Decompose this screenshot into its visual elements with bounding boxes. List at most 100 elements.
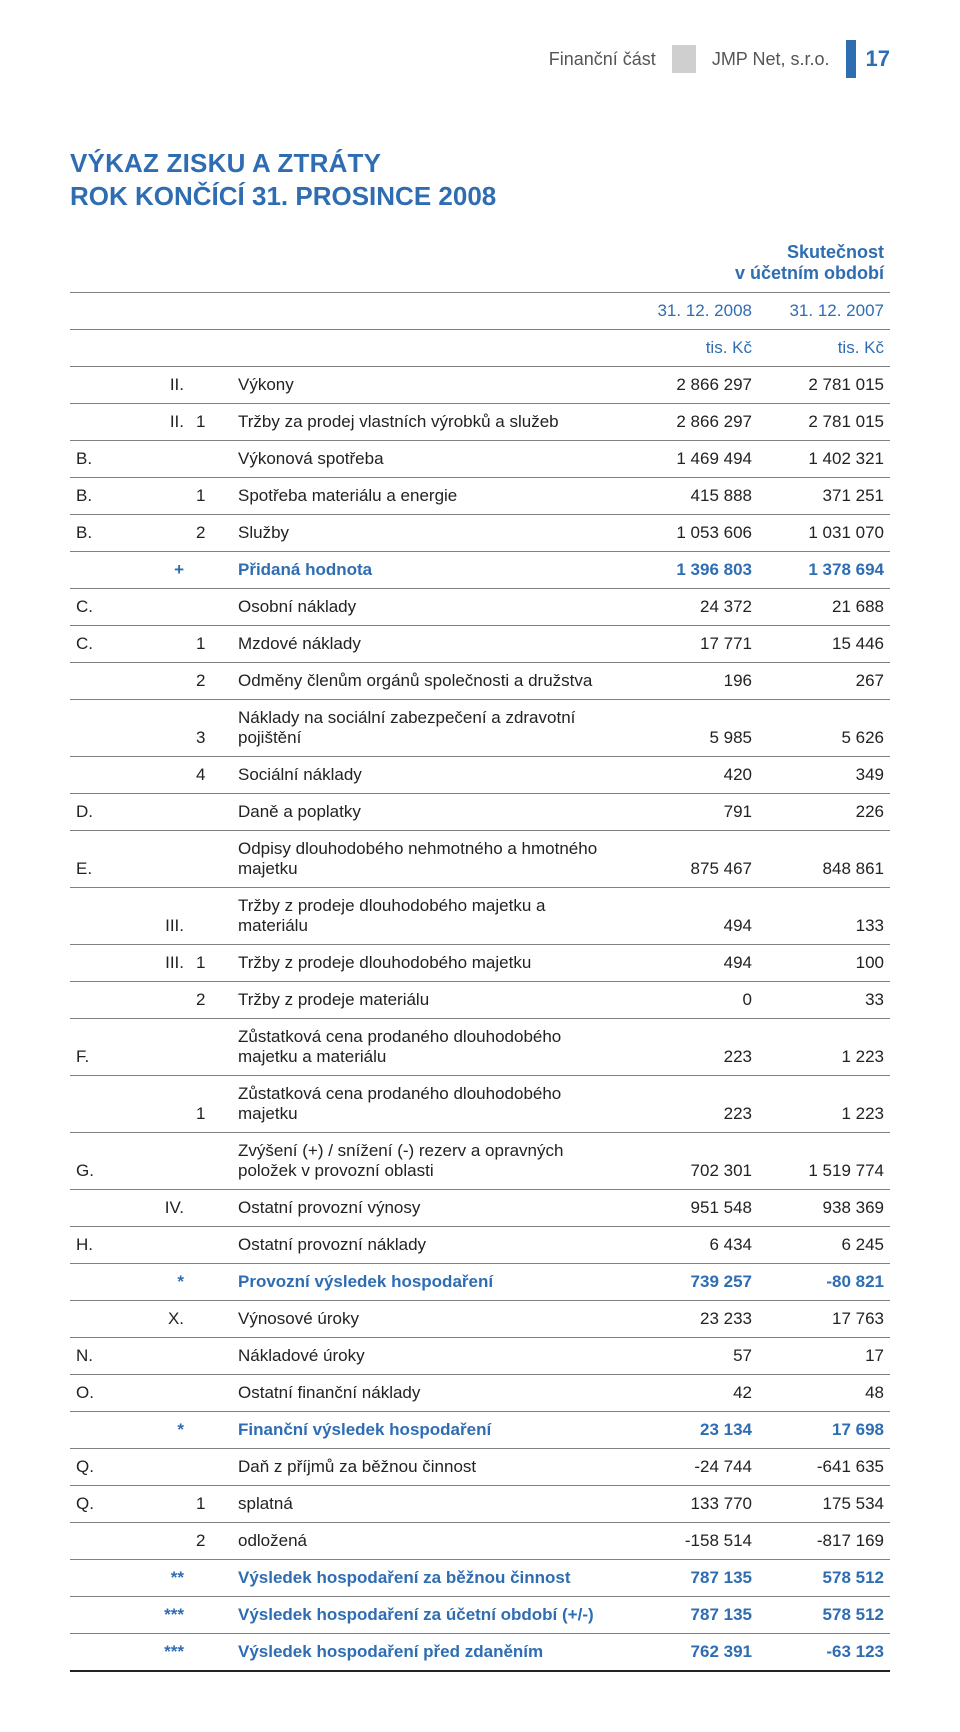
row-code-c: 2	[190, 663, 232, 700]
row-description: Výsledek hospodaření za účetní období (+…	[232, 1597, 626, 1634]
row-code-a	[70, 1634, 130, 1672]
row-code-b: ***	[130, 1597, 190, 1634]
header-separator	[672, 45, 696, 73]
row-value-2007: 2 781 015	[758, 404, 890, 441]
row-value-2007: 349	[758, 757, 890, 794]
row-description: Tržby za prodej vlastních výrobků a služ…	[232, 404, 626, 441]
row-description: Tržby z prodeje dlouhodobého majetku	[232, 945, 626, 982]
row-code-c: 2	[190, 982, 232, 1019]
row-description: Spotřeba materiálu a energie	[232, 478, 626, 515]
row-value-2007: 848 861	[758, 831, 890, 888]
table-row: 1Zůstatková cena prodaného dlouhodobého …	[70, 1076, 890, 1133]
row-description: Tržby z prodeje materiálu	[232, 982, 626, 1019]
row-code-c	[190, 794, 232, 831]
row-value-2007: 17	[758, 1338, 890, 1375]
row-code-b: *	[130, 1412, 190, 1449]
row-description: Výsledek hospodaření před zdaněním	[232, 1634, 626, 1672]
table-row: F.Zůstatková cena prodaného dlouhodobého…	[70, 1019, 890, 1076]
row-code-c	[190, 831, 232, 888]
row-code-c	[190, 1560, 232, 1597]
row-code-c	[190, 441, 232, 478]
row-code-c: 1	[190, 1486, 232, 1523]
row-description: Finanční výsledek hospodaření	[232, 1412, 626, 1449]
row-value-2008: 494	[626, 888, 758, 945]
row-code-b	[130, 1338, 190, 1375]
row-code-b	[130, 589, 190, 626]
row-code-c: 1	[190, 404, 232, 441]
row-code-c: 1	[190, 945, 232, 982]
row-value-2008: 24 372	[626, 589, 758, 626]
row-value-2007: 1 378 694	[758, 552, 890, 589]
row-value-2008: 1 469 494	[626, 441, 758, 478]
row-code-b	[130, 982, 190, 1019]
row-value-2008: 57	[626, 1338, 758, 1375]
row-value-2007: 100	[758, 945, 890, 982]
row-code-c: 1	[190, 1076, 232, 1133]
row-code-c	[190, 1597, 232, 1634]
row-description: Ostatní finanční náklady	[232, 1375, 626, 1412]
row-code-c	[190, 1301, 232, 1338]
row-value-2008: 2 866 297	[626, 404, 758, 441]
row-code-b: *	[130, 1264, 190, 1301]
table-row: 2Odměny členům orgánů společnosti a druž…	[70, 663, 890, 700]
row-code-a: B.	[70, 515, 130, 552]
table-row: C.1Mzdové náklady17 77115 446	[70, 626, 890, 663]
row-code-a: E.	[70, 831, 130, 888]
table-row: III.1Tržby z prodeje dlouhodobého majetk…	[70, 945, 890, 982]
row-value-2007: -80 821	[758, 1264, 890, 1301]
table-row: B.2Služby1 053 6061 031 070	[70, 515, 890, 552]
table-row: ***Výsledek hospodaření před zdaněním762…	[70, 1634, 890, 1672]
row-code-a	[70, 1301, 130, 1338]
row-code-b	[130, 441, 190, 478]
table-row: III.Tržby z prodeje dlouhodobého majetku…	[70, 888, 890, 945]
row-description: Výnosové úroky	[232, 1301, 626, 1338]
table-row: N.Nákladové úroky5717	[70, 1338, 890, 1375]
col-unit-1: tis. Kč	[626, 330, 758, 367]
row-code-c	[190, 1264, 232, 1301]
row-value-2008: 702 301	[626, 1133, 758, 1190]
row-code-a	[70, 367, 130, 404]
row-description: Zvýšení (+) / snížení (-) rezerv a oprav…	[232, 1133, 626, 1190]
row-code-a	[70, 1264, 130, 1301]
row-value-2008: 1 396 803	[626, 552, 758, 589]
row-code-c	[190, 1190, 232, 1227]
row-code-a	[70, 888, 130, 945]
row-code-c: 1	[190, 626, 232, 663]
table-row: 3Náklady na sociální zabezpečení a zdrav…	[70, 700, 890, 757]
row-code-a	[70, 1412, 130, 1449]
table-row: Q.Daň z příjmů za běžnou činnost-24 744-…	[70, 1449, 890, 1486]
row-description: Služby	[232, 515, 626, 552]
running-header: Finanční část JMP Net, s.r.o. 17	[70, 40, 890, 78]
row-code-a: C.	[70, 626, 130, 663]
row-code-c	[190, 552, 232, 589]
table-row: 2odložená-158 514-817 169	[70, 1523, 890, 1560]
row-code-b	[130, 700, 190, 757]
period-header-1: Skutečnost	[632, 242, 884, 263]
page-number-box: 17	[846, 40, 890, 78]
row-code-a	[70, 757, 130, 794]
row-code-c	[190, 1227, 232, 1264]
row-code-a	[70, 982, 130, 1019]
row-description: Daně a poplatky	[232, 794, 626, 831]
row-value-2007: 578 512	[758, 1597, 890, 1634]
company-name: JMP Net, s.r.o.	[712, 49, 830, 70]
row-value-2007: 371 251	[758, 478, 890, 515]
row-code-c: 4	[190, 757, 232, 794]
row-value-2008: 2 866 297	[626, 367, 758, 404]
row-code-c	[190, 1634, 232, 1672]
row-code-b: II.	[130, 404, 190, 441]
row-code-b	[130, 1375, 190, 1412]
row-code-a	[70, 404, 130, 441]
row-value-2008: 5 985	[626, 700, 758, 757]
table-row: *Provozní výsledek hospodaření739 257-80…	[70, 1264, 890, 1301]
row-code-a	[70, 552, 130, 589]
row-code-a	[70, 945, 130, 982]
row-code-a: G.	[70, 1133, 130, 1190]
row-description: Přidaná hodnota	[232, 552, 626, 589]
row-value-2008: 196	[626, 663, 758, 700]
row-value-2008: 494	[626, 945, 758, 982]
row-description: Odměny členům orgánů společnosti a družs…	[232, 663, 626, 700]
row-code-b	[130, 663, 190, 700]
row-value-2008: 223	[626, 1076, 758, 1133]
row-code-c	[190, 1375, 232, 1412]
